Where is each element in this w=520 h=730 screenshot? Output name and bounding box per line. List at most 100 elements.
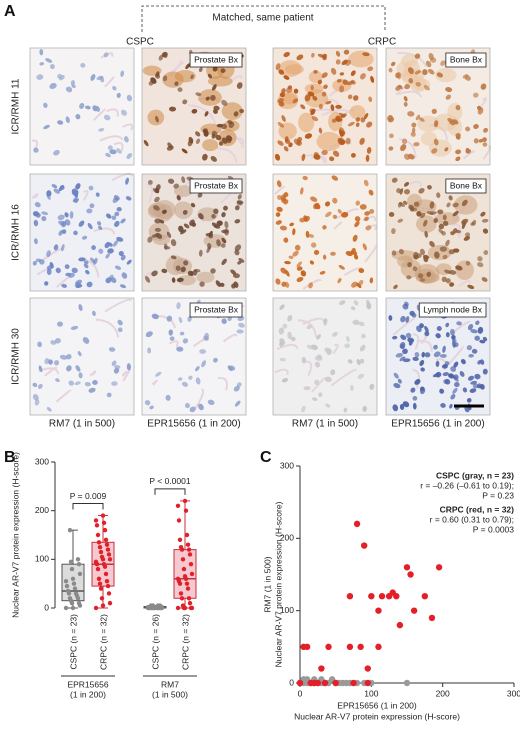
nucleus: [409, 310, 415, 316]
nucleus: [350, 306, 356, 311]
nucleus: [143, 139, 149, 147]
nucleus: [296, 54, 304, 61]
nucleus: [477, 262, 484, 268]
nucleus: [64, 264, 70, 269]
nucleus: [275, 212, 281, 217]
nucleus: [437, 209, 444, 215]
stroma: [392, 317, 416, 336]
cytoplasm: [427, 245, 452, 261]
stroma: [336, 208, 360, 219]
micrograph-frame: [385, 297, 491, 416]
data-point: [318, 665, 325, 672]
nucleus: [482, 336, 488, 342]
nucleus: [108, 347, 116, 352]
nucleus: [281, 281, 287, 287]
stroma: [333, 221, 343, 230]
nucleus: [194, 366, 200, 372]
nucleus: [177, 377, 183, 381]
y-tick-label: 100: [35, 554, 49, 564]
nucleus: [221, 99, 228, 106]
nucleus: [213, 105, 220, 111]
data-point: [100, 603, 106, 608]
bracket-label: Matched, same patient: [212, 13, 313, 24]
nucleus: [183, 260, 189, 266]
nucleus: [213, 208, 219, 215]
nucleus: [233, 385, 240, 392]
nucleus: [125, 196, 132, 201]
stroma: [302, 279, 322, 290]
data-point: [75, 557, 81, 562]
nucleus: [283, 146, 289, 152]
nucleus: [421, 351, 425, 358]
nucleus: [36, 74, 44, 80]
sig-label: P = 0.009: [70, 491, 107, 501]
nucleus: [34, 238, 38, 245]
nucleus: [154, 227, 162, 232]
nucleus: [39, 259, 45, 265]
data-point: [95, 566, 101, 572]
micrograph-frame: [29, 297, 135, 416]
nucleus: [296, 276, 304, 282]
nucleus: [452, 202, 459, 208]
data-point: [403, 679, 411, 687]
stroma: [106, 108, 119, 117]
nucleus: [69, 211, 74, 219]
data-point: [106, 552, 112, 557]
micrograph-frame: [385, 47, 491, 166]
micrograph: [141, 173, 247, 292]
nucleus: [277, 140, 284, 146]
inset-label: Bone Bx: [450, 54, 483, 64]
nucleus: [313, 249, 320, 256]
micrograph-bg: [30, 174, 134, 291]
nucleus: [318, 392, 323, 397]
data-point: [185, 586, 191, 591]
nucleus: [418, 273, 424, 279]
nucleus: [429, 201, 435, 209]
data-point: [178, 591, 184, 596]
nucleus: [166, 315, 173, 322]
nucleus: [53, 188, 60, 194]
nucleus: [424, 325, 429, 333]
nucleus: [419, 359, 425, 367]
nucleus: [402, 358, 411, 363]
data-point: [103, 571, 109, 577]
data-point: [346, 643, 354, 651]
stroma: [332, 343, 339, 355]
nucleus: [339, 72, 345, 76]
nucleus: [43, 102, 48, 108]
nucleus: [221, 258, 227, 266]
data-point: [101, 562, 107, 567]
nucleus: [409, 206, 415, 212]
nucleus: [331, 175, 339, 181]
nucleus: [418, 117, 425, 122]
nucleus: [449, 403, 453, 409]
nucleus: [230, 269, 237, 275]
nucleus: [436, 72, 443, 78]
data-point: [188, 562, 194, 567]
nucleus: [335, 50, 341, 57]
nucleus: [93, 257, 98, 265]
nucleus: [331, 118, 337, 123]
data-point: [95, 532, 101, 538]
nucleus: [55, 378, 60, 383]
data-point: [70, 576, 76, 581]
stroma: [194, 388, 205, 410]
nucleus: [399, 356, 406, 362]
nucleus: [368, 96, 373, 103]
nucleus: [467, 375, 475, 381]
nucleus: [362, 405, 367, 412]
nucleus: [402, 401, 410, 408]
nucleus: [147, 236, 153, 243]
cytoplasm: [198, 89, 222, 106]
nucleus: [448, 373, 455, 379]
nucleus: [344, 343, 351, 349]
nucleus: [199, 349, 207, 354]
nucleus: [91, 245, 96, 251]
nucleus: [234, 205, 240, 211]
nucleus: [474, 335, 480, 341]
nucleus: [221, 237, 227, 244]
data-point: [98, 586, 104, 591]
stroma: [187, 104, 217, 125]
nucleus: [113, 195, 120, 201]
nucleus: [205, 96, 210, 101]
